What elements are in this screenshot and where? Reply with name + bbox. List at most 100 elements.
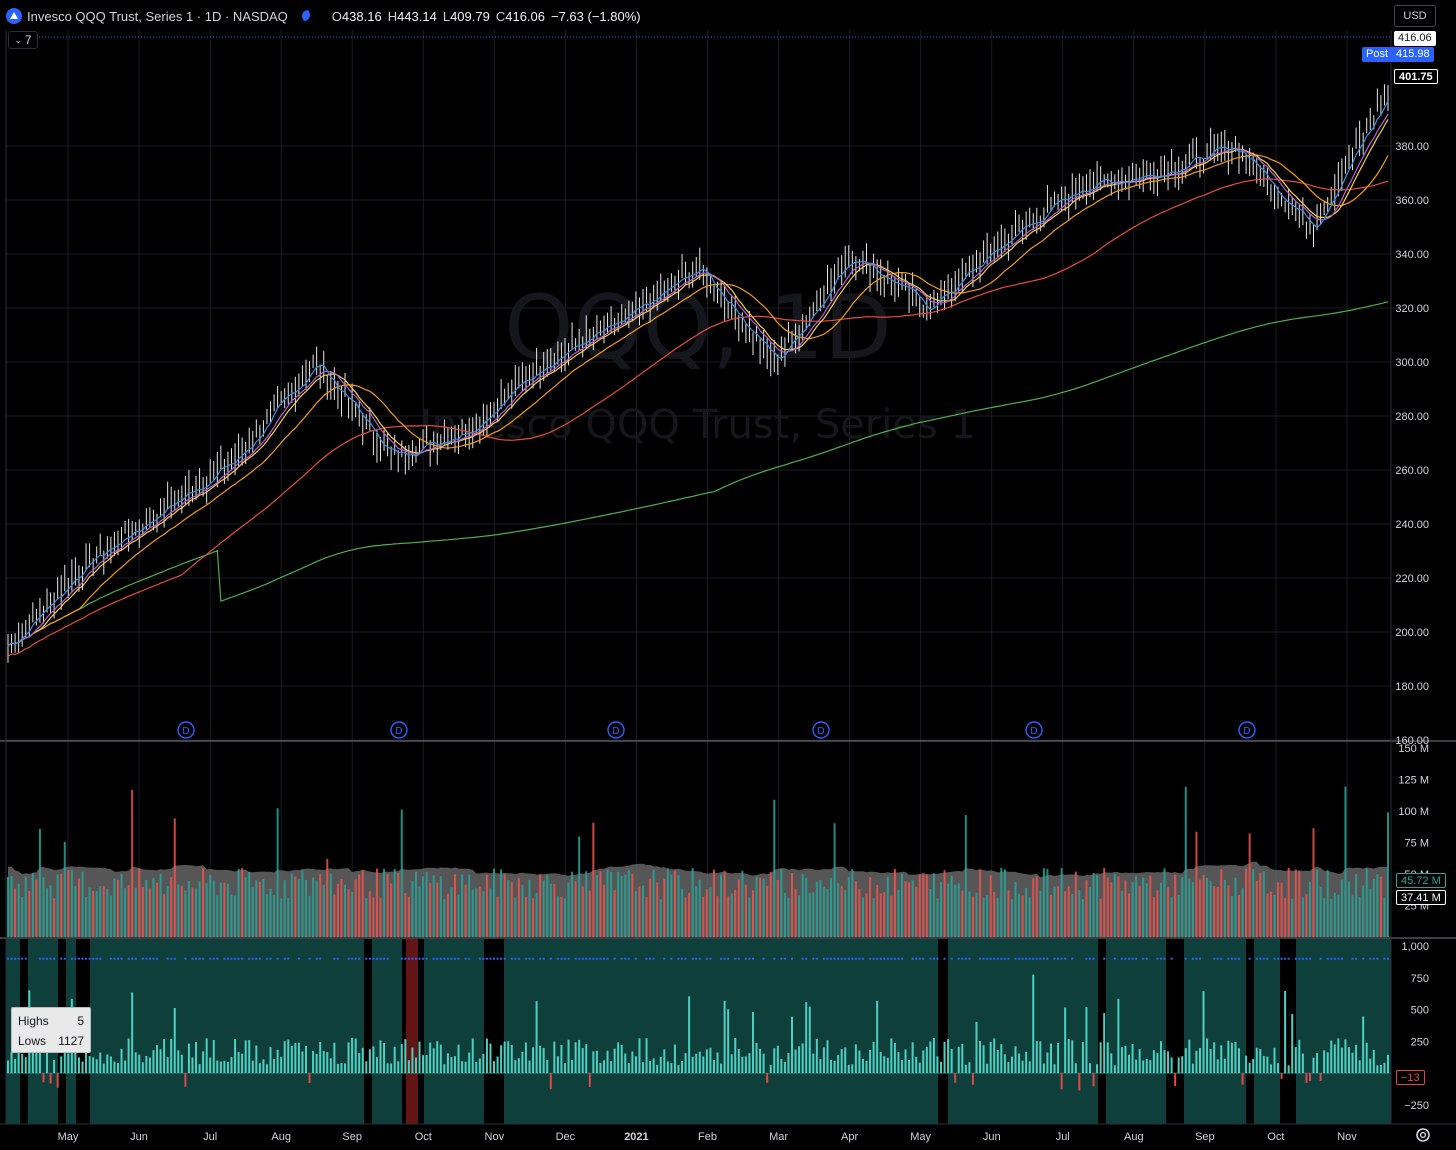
indicator-bar <box>563 1063 566 1074</box>
volume-bar <box>1362 885 1365 937</box>
volume-bar <box>418 886 421 937</box>
indicator-dot <box>1039 957 1042 960</box>
indicator-dot <box>727 957 730 960</box>
indicator-dot <box>354 957 357 960</box>
indicator-dot <box>684 957 687 960</box>
volume-bar <box>950 875 953 937</box>
volume-bar <box>705 889 708 937</box>
indicator-dot <box>837 957 840 960</box>
indicator-bar <box>1053 1064 1056 1074</box>
indicators-collapse-button[interactable]: ⌄ 7 <box>8 31 38 49</box>
volume-bar <box>1312 828 1315 937</box>
volume-bar <box>46 888 49 937</box>
indicator-dot <box>720 957 723 960</box>
indicator-bar <box>155 1045 158 1074</box>
indicator-bar <box>773 1048 776 1074</box>
indicator-bar <box>170 1038 173 1074</box>
volume-bar <box>936 898 939 937</box>
indicator-bar <box>92 1057 95 1074</box>
indicator-bar <box>947 1039 950 1074</box>
volume-bar <box>592 822 595 937</box>
indicator-dot <box>602 957 605 960</box>
indicator-dot <box>613 957 616 960</box>
indicator-dot <box>92 957 95 960</box>
dividend-marker-icon <box>812 721 830 739</box>
indicator-bar <box>1355 1044 1358 1074</box>
volume-bar <box>741 870 744 937</box>
volume-bar <box>304 880 307 937</box>
indicator-bar <box>666 1061 669 1074</box>
volume-bar <box>908 882 911 937</box>
volume-bar <box>478 886 481 937</box>
time-axis-label: Oct <box>1267 1131 1284 1143</box>
volume-bar <box>1266 893 1269 937</box>
indicator-dot <box>812 957 815 960</box>
indicator-dot <box>1145 957 1148 960</box>
indicator-dot <box>319 957 322 960</box>
indicator-bar <box>322 1051 325 1074</box>
highs-lows-pane[interactable] <box>6 939 1391 1124</box>
indicator-bar <box>141 1062 144 1074</box>
volume-bar <box>574 881 577 937</box>
volume-bar <box>77 878 80 937</box>
indicator-bar <box>893 1042 896 1074</box>
settings-gear-icon[interactable] <box>1414 1126 1432 1144</box>
indicator-bar <box>578 1039 581 1074</box>
indicator-bar <box>695 1053 698 1074</box>
indicator-bar <box>645 1038 648 1074</box>
indicator-background <box>6 939 1391 1124</box>
volume-bar <box>453 874 456 937</box>
indicator-bar <box>106 1054 109 1074</box>
indicator-dot <box>1120 957 1123 960</box>
volume-bar <box>684 897 687 937</box>
volume-axis-label: 150 M <box>1398 743 1429 755</box>
indicator-dot <box>847 957 850 960</box>
indicator-dot <box>1000 957 1003 960</box>
volume-bar <box>670 874 673 937</box>
currency-button[interactable]: USD <box>1394 5 1436 27</box>
indicator-dot <box>858 957 861 960</box>
indicator-dot <box>379 957 382 960</box>
indicator-dot <box>195 957 198 960</box>
indicator-dot <box>145 957 148 960</box>
volume-pane[interactable] <box>7 786 1389 937</box>
indicator-bar <box>212 1040 215 1074</box>
indicator-bar <box>1152 1050 1155 1074</box>
volume-bar <box>858 889 861 937</box>
volume-bar <box>865 893 868 937</box>
indicator-bar <box>85 1040 88 1074</box>
indicator-bar <box>1124 1045 1127 1074</box>
volume-bar <box>673 870 676 937</box>
volume-bar <box>145 879 148 937</box>
indicator-dot <box>883 957 886 960</box>
volume-bar <box>989 875 992 937</box>
indicator-bar <box>748 1053 751 1074</box>
indicator-dot <box>943 957 946 960</box>
indicator-dot <box>528 957 531 960</box>
volume-bar <box>457 894 460 937</box>
price-axis-label: 260.00 <box>1395 465 1429 477</box>
symbol-title[interactable]: Invesco QQQ Trust, Series 1 · 1D · NASDA… <box>27 8 288 24</box>
indicator-bar <box>120 1048 123 1074</box>
indicator-bar <box>425 1055 428 1074</box>
indicator-dot <box>1234 957 1237 960</box>
symbol-legend[interactable]: Invesco QQQ Trust, Series 1 · 1D · NASDA… <box>6 5 641 27</box>
volume-bar <box>500 869 503 937</box>
indicator-bar <box>1340 1047 1343 1074</box>
indicator-bar <box>1085 1007 1088 1074</box>
indicator-bar <box>915 1056 918 1074</box>
indicator-bar <box>319 1042 322 1074</box>
dividend-marker-icon <box>1238 721 1256 739</box>
indicator-dot <box>982 957 985 960</box>
volume-bar <box>60 873 63 937</box>
highs-value: 5 <box>77 1014 84 1028</box>
volume-bar <box>854 881 857 937</box>
indicator-bar <box>670 1063 673 1074</box>
indicator-bar <box>865 1060 868 1074</box>
volume-bar <box>1209 881 1212 937</box>
indicator-dot <box>1340 957 1343 960</box>
indicator-dot <box>1301 957 1304 960</box>
